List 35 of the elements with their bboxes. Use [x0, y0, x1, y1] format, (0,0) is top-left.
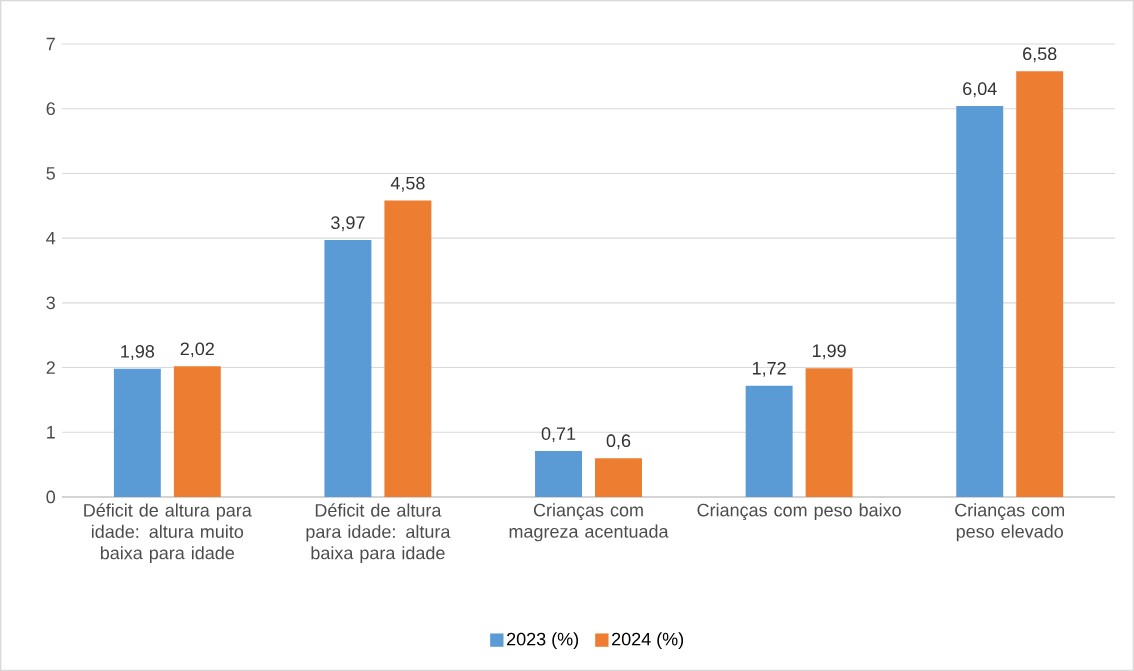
x-tick-label: Crianças com peso elevado: [955, 503, 1065, 542]
bar: [384, 200, 432, 497]
data-label: 6,58: [1023, 47, 1057, 63]
data-label: 0,6: [606, 434, 631, 450]
legend-label: 2024 (%): [612, 632, 684, 650]
data-label: 6,04: [963, 82, 997, 98]
bar: [173, 366, 221, 497]
y-tick-label: 3: [46, 296, 55, 310]
legend-label: 2023 (%): [507, 632, 579, 650]
y-tick-label: 0: [46, 490, 56, 504]
x-tick-label: Déficit de altura para idade: altura baixa para idade: [306, 503, 451, 563]
data-label: 4,58: [390, 176, 425, 192]
bar: [745, 385, 793, 497]
bar: [956, 106, 1004, 497]
x-tick-label: Crianças com magreza acentuada: [509, 503, 669, 542]
data-label: 2,02: [180, 342, 214, 358]
bar: [113, 368, 161, 497]
bar: [324, 240, 372, 497]
y-tick-label: 5: [46, 167, 55, 180]
x-tick-label: Déficit de altura para idade: altura muito baixa para idade: [84, 503, 252, 563]
x-tick-label: Crianças com peso baixo: [697, 503, 901, 521]
data-label: 1,72: [752, 361, 786, 377]
y-tick-label: 2: [46, 361, 55, 374]
data-label: 1,98: [121, 345, 155, 360]
bar: [535, 451, 583, 497]
y-tick-label: 7: [46, 37, 55, 51]
bar: [805, 368, 853, 497]
bar: [1016, 71, 1064, 497]
y-tick-label: 4: [46, 231, 56, 245]
y-tick-label: 1: [47, 426, 55, 439]
data-label: 3,97: [331, 216, 365, 232]
data-label: 1,99: [812, 344, 846, 360]
y-tick-label: 6: [46, 102, 55, 116]
bar: [595, 458, 642, 497]
data-label: 0,71: [541, 427, 576, 443]
